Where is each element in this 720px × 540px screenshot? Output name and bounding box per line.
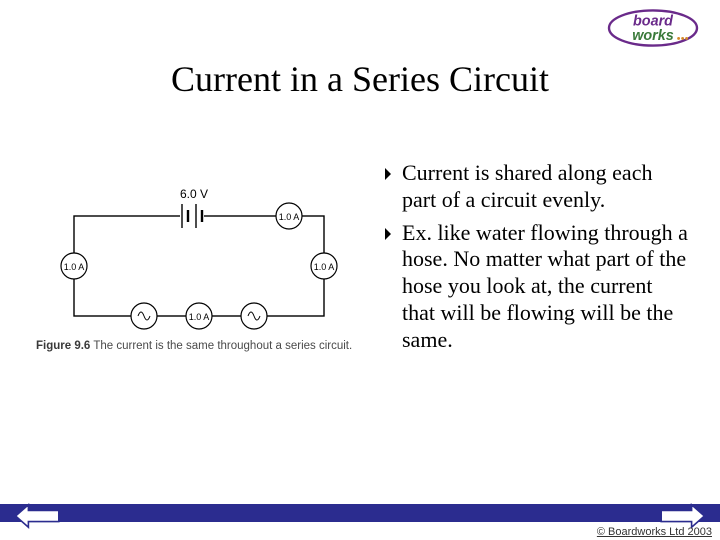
- footer-bar: [0, 504, 720, 522]
- ammeter-reading-3: 1.0 A: [314, 262, 335, 272]
- ammeter-reading-1: 1.0 A: [279, 212, 300, 222]
- bullet-icon: [380, 162, 398, 186]
- bullet-text-0: Current is shared along each part of a c…: [402, 160, 690, 214]
- figure-caption-text: The current is the same throughout a ser…: [93, 340, 352, 352]
- figure-number: Figure 9.6: [36, 340, 90, 352]
- logo-top-text: board: [633, 14, 674, 30]
- slide: board works Current in a Series Circuit …: [0, 0, 720, 540]
- bullet-text-1: Ex. like water flowing through a hose. N…: [402, 220, 690, 354]
- list-item: Current is shared along each part of a c…: [380, 160, 690, 214]
- circuit-diagram: 6.0 V 1.0 A 1.0 A 1.0 A 1.0 A: [34, 186, 344, 366]
- bullet-list: Current is shared along each part of a c…: [380, 160, 690, 360]
- brand-logo: board works: [604, 8, 702, 48]
- battery-label: 6.0 V: [180, 187, 208, 201]
- ammeter-reading-0: 1.0 A: [64, 262, 85, 272]
- logo-bottom-text: works: [632, 28, 674, 44]
- prev-arrow-button[interactable]: [14, 502, 62, 530]
- figure-caption: Figure 9.6 The current is the same throu…: [36, 340, 366, 352]
- bullet-icon: [380, 222, 398, 246]
- copyright-text: © Boardworks Ltd 2003: [597, 526, 712, 538]
- page-title: Current in a Series Circuit: [0, 58, 720, 100]
- ammeter-reading-2: 1.0 A: [189, 312, 210, 322]
- list-item: Ex. like water flowing through a hose. N…: [380, 220, 690, 354]
